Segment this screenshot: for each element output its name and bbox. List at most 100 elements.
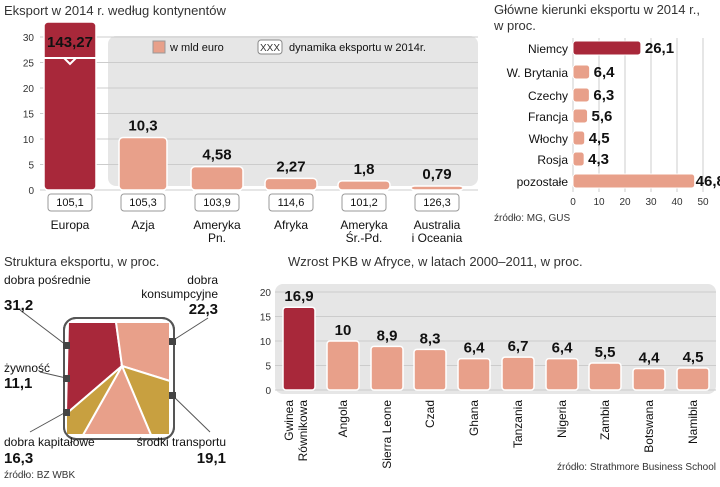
- chart1-dynamics-box: [194, 193, 240, 212]
- chart2-bar: [572, 108, 589, 124]
- chart4-category-label: Gwinea: [282, 400, 296, 441]
- chart3-leader-line: [19, 309, 67, 346]
- chart4-y-tick-label: 10: [260, 337, 272, 348]
- chart4-value-label: 6,7: [508, 338, 529, 355]
- chart1-bar: [410, 185, 464, 191]
- chart1-y-tick-label: 30: [23, 33, 35, 44]
- chart1-y-tick-label: 20: [23, 84, 35, 95]
- chart1-value-label: 143,27: [47, 34, 93, 51]
- chart4-bar: [326, 340, 360, 391]
- chart2-bar: [572, 40, 642, 56]
- chart2-category-label: W. Brytania: [507, 66, 569, 80]
- chart1-category-label: Ameryka: [193, 218, 241, 232]
- chart4-value-label: 8,3: [420, 330, 441, 347]
- chart1-bar: [190, 165, 244, 191]
- chart3-label-dobra-posrednie: dobra pośrednie: [4, 273, 91, 287]
- chart2-bar: [572, 87, 590, 103]
- chart1-category-label: Afryka: [274, 218, 308, 232]
- chart1-bar: [264, 177, 318, 191]
- chart1-dynamics-box: [268, 193, 314, 212]
- chart1-y-tick-label: 15: [23, 110, 35, 121]
- chart1-title: Eksport w 2014 r. według kontynentów: [4, 3, 226, 18]
- chart4-category-label: Ghana: [467, 400, 481, 436]
- chart2-bar: [572, 151, 585, 167]
- chart1-dynamics-label: 105,3: [129, 197, 157, 209]
- chart2-value-label: 4,3: [588, 151, 609, 168]
- chart1-dynamics-box: [414, 193, 460, 212]
- chart1-value-label: 10,3: [128, 117, 157, 134]
- chart2-x-tick-label: 40: [671, 197, 683, 208]
- chart4-category-label: Nigeria: [555, 400, 569, 438]
- chart1-dynamics-label: 103,9: [203, 197, 231, 209]
- chart4-y-tick-label: 15: [260, 313, 272, 324]
- chart3-callout-marker: [169, 338, 176, 345]
- chart2-source: źródło: MG, GUS: [494, 213, 570, 224]
- chart4-bar: [282, 306, 316, 391]
- chart1-category-label: Śr.-Pd.: [346, 230, 383, 245]
- chart3-leader-line: [171, 317, 209, 342]
- chart3-leader-line: [171, 394, 211, 433]
- chart4-value-label: 6,4: [552, 340, 574, 357]
- chart2-category-label: Włochy: [529, 132, 568, 146]
- chart2-title: w proc.: [493, 18, 536, 33]
- chart2-title: Główne kierunki eksportu w 2014 r.,: [494, 2, 700, 17]
- chart2-value-label: 26,1: [645, 40, 674, 57]
- chart2-value-label: 46,8: [696, 173, 720, 190]
- chart3-title: Struktura eksportu, w proc.: [4, 254, 159, 269]
- chart2-value-label: 6,3: [593, 87, 614, 104]
- chart1-category-label: i Oceania: [412, 231, 463, 245]
- chart2-bar: [572, 130, 586, 146]
- chart4-category-label: Namibia: [686, 400, 700, 444]
- chart4-source: źródło: Strathmore Business School: [557, 462, 716, 473]
- chart2-value-label: 4,5: [589, 130, 610, 147]
- chart4-category-label: Tanzania: [511, 400, 525, 448]
- chart1-dynamics-box: [341, 193, 387, 212]
- chart4-value-label: 5,5: [595, 344, 616, 361]
- chart1-dynamics-box: [47, 193, 93, 212]
- chart4-value-label: 10: [335, 322, 352, 339]
- chart3-label-srodki-transportu: środki transportu: [137, 435, 226, 449]
- chart4-category-label: Czad: [423, 400, 437, 428]
- chart1-legend-box-label: dynamika eksportu w 2014r.: [289, 42, 426, 54]
- chart1-dynamics-label: 105,1: [56, 197, 84, 209]
- chart1-y-tick-label: 0: [28, 186, 34, 197]
- chart4-bar: [676, 367, 710, 391]
- chart2-x-tick-label: 0: [570, 197, 576, 208]
- chart3-callout-marker: [63, 375, 70, 382]
- chart3-label-dobra-kapitalowe: dobra kapitałowe: [4, 435, 95, 449]
- chart3-slice: [65, 365, 123, 436]
- chart2-value-label: 5,6: [592, 108, 613, 125]
- chart4-category-label: Sierra Leone: [380, 400, 394, 469]
- chart3-value-srodki-transportu: 19,1: [197, 450, 226, 467]
- chart2-category-label: Niemcy: [528, 42, 568, 56]
- chart1-dynamics-label: 114,6: [278, 197, 305, 209]
- chart1-y-tick-label: 10: [23, 135, 35, 146]
- chart1-bar: [337, 180, 391, 191]
- chart4-bar: [545, 357, 579, 391]
- chart3-callout-marker: [63, 409, 70, 416]
- chart1-axis-break-arrow: [63, 57, 77, 66]
- chart1-dynamics-box: [120, 193, 166, 212]
- chart3-leader-line: [29, 411, 67, 433]
- chart1-bar: [43, 21, 97, 191]
- chart2-value-label: 6,4: [594, 64, 616, 81]
- chart4-category-label: Zambia: [598, 400, 612, 440]
- chart4-category-label: Równikowa: [296, 400, 310, 462]
- chart3-source: źródło: BZ WBK: [4, 470, 75, 481]
- chart4-y-tick-label: 5: [265, 362, 271, 373]
- chart4-bar: [457, 357, 491, 391]
- chart1-value-label: 2,27: [276, 158, 305, 175]
- chart2-bar: [572, 173, 696, 189]
- chart1-value-label: 0,79: [422, 166, 451, 183]
- chart2-bar: [572, 64, 591, 80]
- chart3-value-dobra-posrednie: 31,2: [4, 297, 33, 314]
- chart1-category-label: Pn.: [208, 231, 226, 245]
- chart3-value-dobra-konsumpcyjne: 22,3: [189, 301, 218, 318]
- chart4-bar: [501, 356, 535, 391]
- chart1-legend-box-symbol: XXX: [260, 43, 280, 54]
- chart3-label-zywnosc: żywność: [4, 361, 50, 375]
- chart2-x-tick-label: 30: [645, 197, 657, 208]
- chart4-bar: [588, 362, 622, 391]
